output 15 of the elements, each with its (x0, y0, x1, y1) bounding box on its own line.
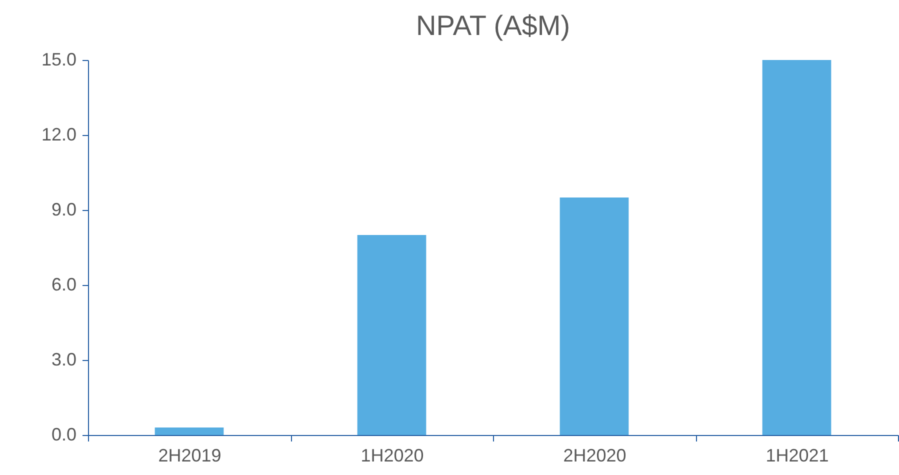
y-tick-label: 6.0 (51, 274, 76, 294)
x-tick-label: 2H2019 (158, 446, 222, 466)
bar (560, 198, 629, 435)
y-tick-label: 0.0 (51, 424, 76, 444)
y-tick-label: 15.0 (41, 50, 76, 70)
x-tick-label: 1H2021 (766, 446, 829, 466)
y-tick-label: 9.0 (51, 200, 76, 220)
x-tick-label: 2H2020 (563, 446, 626, 466)
y-tick-label: 12.0 (41, 124, 76, 144)
bar (154, 428, 224, 435)
bar (357, 235, 426, 435)
x-tick-label: 1H2020 (360, 446, 424, 466)
chart-title: NPAT (A$M) (416, 10, 570, 41)
bar (762, 60, 832, 435)
y-tick-label: 3.0 (51, 350, 76, 370)
